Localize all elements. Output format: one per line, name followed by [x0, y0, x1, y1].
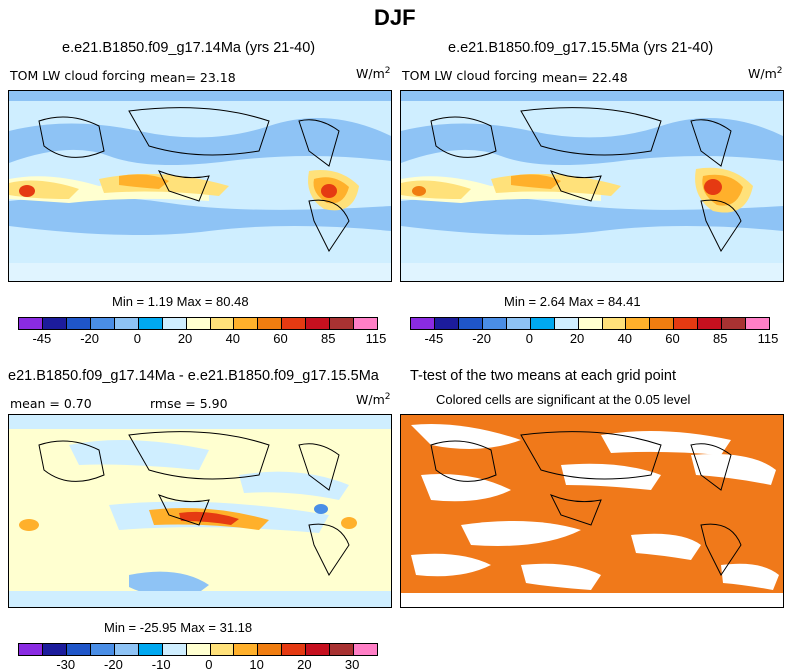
- colorbar-swatch: [411, 318, 435, 329]
- colorbar-swatch: [650, 318, 675, 329]
- colorbar-swatch: [482, 318, 507, 329]
- colorbar-swatch: [114, 644, 139, 655]
- colorbar-swatch: [578, 318, 603, 329]
- colorbar-swatch: [434, 318, 459, 329]
- panel2-units: W/m2: [748, 66, 783, 82]
- colorbar-swatch: [234, 318, 259, 329]
- colorbar-tick-label: 85: [321, 331, 336, 346]
- colorbar-tick-label: 20: [569, 331, 585, 346]
- panel3-rmse: rmse = 5.90: [150, 396, 228, 411]
- panel4-map: [400, 414, 784, 608]
- colorbar-swatch: [162, 644, 187, 655]
- colorbar-swatch: [258, 318, 283, 329]
- colorbar-swatch: [138, 644, 163, 655]
- colorbar-swatch: [722, 318, 747, 329]
- colorbar-swatch: [354, 318, 378, 329]
- colorbar-swatch: [530, 318, 555, 329]
- colorbar-tick-label: -45: [32, 331, 52, 346]
- colorbar-swatch: [282, 318, 307, 329]
- colorbar-swatch: [234, 644, 259, 655]
- panel1-variable-label: TOM LW cloud forcing: [10, 68, 146, 83]
- colorbar-swatch: [330, 644, 355, 655]
- colorbar-tick-label: 20: [177, 331, 193, 346]
- panel1-field: [9, 91, 391, 281]
- colorbar-swatch: [19, 318, 43, 329]
- colorbar-tick-label: 60: [665, 331, 680, 346]
- panel3-colorbar: [18, 643, 378, 656]
- colorbar-swatch: [674, 318, 699, 329]
- colorbar-tick-label: 60: [273, 331, 288, 346]
- colorbar-swatch: [626, 318, 651, 329]
- panel2-title: e.e21.B1850.f09_g17.15.5Ma (yrs 21-40): [448, 40, 714, 56]
- figure-title: DJF: [374, 5, 416, 30]
- colorbar-swatch: [330, 318, 355, 329]
- colorbar-swatch: [210, 318, 235, 329]
- panel2-minmax: Min = 2.64 Max = 84.41: [504, 294, 641, 309]
- panel1-map: [8, 90, 392, 282]
- panel3-field: [9, 415, 391, 607]
- panel4-field: [401, 415, 783, 607]
- panel2-map: [400, 90, 784, 282]
- colorbar-swatch: [162, 318, 187, 329]
- panel2-mean: mean= 22.48: [542, 70, 628, 85]
- colorbar-swatch: [554, 318, 579, 329]
- colorbar-swatch: [138, 318, 163, 329]
- colorbar-tick-label: 30: [344, 657, 360, 672]
- panel3-minmax: Min = -25.95 Max = 31.18: [104, 620, 253, 635]
- colorbar-tick-label: -20: [80, 331, 99, 346]
- colorbar-swatch: [602, 318, 627, 329]
- colorbar-swatch: [506, 318, 531, 329]
- panel1-colorbar: [18, 317, 378, 330]
- colorbar-tick-label: -20: [472, 331, 491, 346]
- panel1-units: W/m2: [356, 66, 391, 82]
- colorbar-swatch: [458, 318, 483, 329]
- colorbar-swatch: [66, 644, 91, 655]
- panel4-title: T-test of the two means at each grid poi…: [410, 368, 676, 384]
- colorbar-swatch: [746, 318, 770, 329]
- colorbar-tick-label: 40: [617, 331, 633, 346]
- colorbar-swatch: [186, 644, 211, 655]
- panel1-mean: mean= 23.18: [150, 70, 236, 85]
- colorbar-swatch: [42, 644, 67, 655]
- colorbar-tick-label: 85: [713, 331, 728, 346]
- colorbar-swatch: [19, 644, 43, 655]
- colorbar-swatch: [90, 644, 115, 655]
- colorbar-tick-label: 0: [133, 331, 141, 346]
- colorbar-swatch: [186, 318, 211, 329]
- panel3-mean: mean = 0.70: [10, 396, 92, 411]
- colorbar-swatch: [66, 318, 91, 329]
- colorbar-swatch: [306, 644, 331, 655]
- colorbar-swatch: [306, 318, 331, 329]
- colorbar-swatch: [282, 644, 307, 655]
- colorbar-tick-label: -30: [56, 657, 76, 672]
- panel1-title: e.e21.B1850.f09_g17.14Ma (yrs 21-40): [62, 40, 316, 56]
- panel4-subtitle: Colored cells are significant at the 0.0…: [436, 392, 691, 407]
- panel3-title: e21.B1850.f09_g17.14Ma - e.e21.B1850.f09…: [8, 368, 379, 384]
- colorbar-swatch: [210, 644, 235, 655]
- colorbar-tick-label: 115: [365, 331, 387, 346]
- colorbar-tick-label: 0: [525, 331, 533, 346]
- colorbar-tick-label: -10: [151, 657, 171, 672]
- panel2-colorbar: [410, 317, 770, 330]
- panel1-minmax: Min = 1.19 Max = 80.48: [112, 294, 249, 309]
- colorbar-swatch: [258, 644, 283, 655]
- colorbar-tick-label: 0: [205, 657, 213, 672]
- colorbar-tick-label: 115: [757, 331, 779, 346]
- colorbar-tick-label: 10: [249, 657, 264, 672]
- panel3-units: W/m2: [356, 392, 391, 408]
- panel3-map: [8, 414, 392, 608]
- colorbar-swatch: [42, 318, 67, 329]
- colorbar-swatch: [90, 318, 115, 329]
- colorbar-swatch: [698, 318, 723, 329]
- colorbar-tick-label: 40: [225, 331, 241, 346]
- panel2-variable-label: TOM LW cloud forcing: [402, 68, 538, 83]
- colorbar-swatch: [354, 644, 378, 655]
- panel2-field: [401, 91, 783, 281]
- colorbar-tick-label: 20: [297, 657, 312, 672]
- colorbar-tick-label: -20: [104, 657, 123, 672]
- colorbar-tick-label: -45: [424, 331, 444, 346]
- colorbar-swatch: [114, 318, 139, 329]
